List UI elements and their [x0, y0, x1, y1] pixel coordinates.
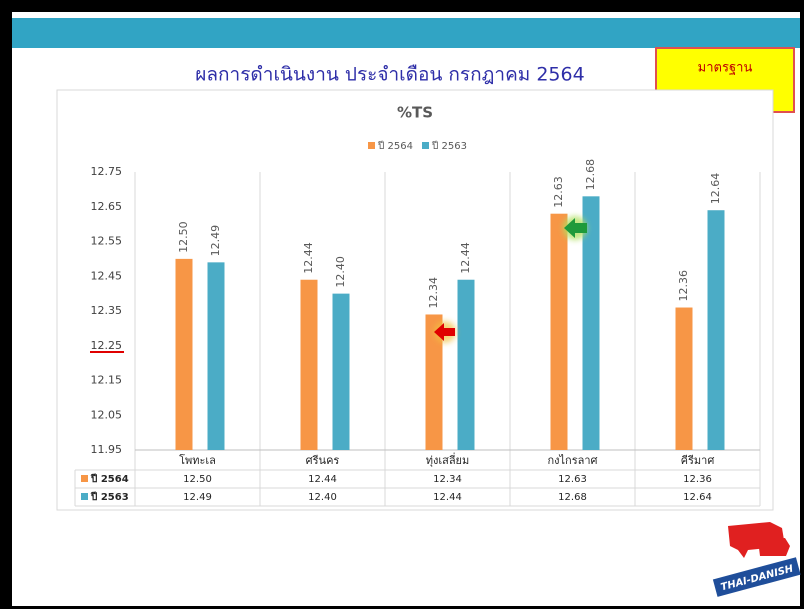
- table-cell: 12.50: [183, 474, 212, 485]
- y-tick-label: 12.05: [91, 408, 123, 421]
- y-tick-label: 11.95: [91, 443, 123, 456]
- data-label: 12.64: [709, 173, 722, 205]
- y-tick-label: 12.45: [91, 269, 123, 282]
- x-tick-label: โพทะเล: [179, 453, 216, 467]
- data-label: 12.36: [677, 270, 690, 302]
- data-label: 12.44: [459, 242, 472, 274]
- data-label: 12.44: [302, 242, 315, 274]
- bar: [675, 307, 693, 450]
- table-cell: 12.36: [683, 474, 712, 485]
- x-tick-label: ทุ่งเสลี่ยม: [426, 452, 470, 467]
- table-cell: 12.63: [558, 474, 587, 485]
- chart: %TS ปี 2564 ปี 2563 11.95 12.05 12.15 12.25 12.…: [74, 104, 761, 507]
- y-tick-label: 12.55: [91, 235, 123, 248]
- table-cell: 12.40: [308, 492, 337, 503]
- bar: [425, 314, 443, 450]
- up-arrow: [563, 216, 587, 240]
- data-label: 12.68: [584, 159, 597, 191]
- down-arrow: [434, 321, 456, 343]
- data-label: 12.40: [334, 256, 347, 288]
- x-tick-label: กงไกรลาศ: [547, 454, 597, 467]
- chart-frame: [56, 89, 774, 511]
- bar: [175, 258, 193, 450]
- table-legend-swatch: [81, 475, 88, 482]
- slide-title: ผลการดำเนินงาน ประจำเดือน กรกฎาคม 2564: [195, 64, 584, 86]
- bar: [550, 213, 568, 450]
- data-label: 12.34: [427, 277, 440, 309]
- table-cell: 12.64: [683, 492, 712, 503]
- data-label: 12.50: [177, 221, 190, 253]
- y-tick-label: 12.65: [91, 200, 123, 213]
- bar: [582, 196, 600, 450]
- table-row-label: ปี 2563: [90, 491, 128, 503]
- table-cell: 12.44: [308, 474, 337, 485]
- table-legend-swatch: [81, 493, 88, 500]
- chart-title: %TS: [397, 104, 433, 122]
- table-cell: 12.49: [183, 492, 212, 503]
- table-cell: 12.68: [558, 492, 587, 503]
- table-row-label: ปี 2564: [90, 473, 128, 485]
- legend-label: ปี 2563: [431, 140, 467, 152]
- data-label: 12.49: [209, 225, 222, 257]
- x-tick-label: คีรีมาศ: [681, 454, 715, 467]
- data-label: 12.63: [552, 176, 565, 208]
- y-tick-label: 12.15: [91, 374, 123, 387]
- y-tick-label: 12.25: [91, 339, 123, 352]
- bar: [300, 279, 318, 450]
- table-cell: 12.44: [433, 492, 462, 503]
- y-tick-label: 12.75: [91, 165, 123, 178]
- legend-label: ปี 2564: [377, 140, 413, 152]
- header-bar: [12, 18, 800, 48]
- legend-swatch: [422, 142, 429, 149]
- bar: [707, 210, 725, 450]
- x-tick-label: ศรีนคร: [306, 454, 340, 467]
- y-tick-label: 12.35: [91, 304, 123, 317]
- legend-swatch: [368, 142, 375, 149]
- bar: [332, 293, 350, 450]
- standard-title: มาตรฐาน: [698, 61, 753, 76]
- table-cell: 12.34: [433, 474, 462, 485]
- bar: [457, 279, 475, 450]
- bar: [207, 262, 225, 450]
